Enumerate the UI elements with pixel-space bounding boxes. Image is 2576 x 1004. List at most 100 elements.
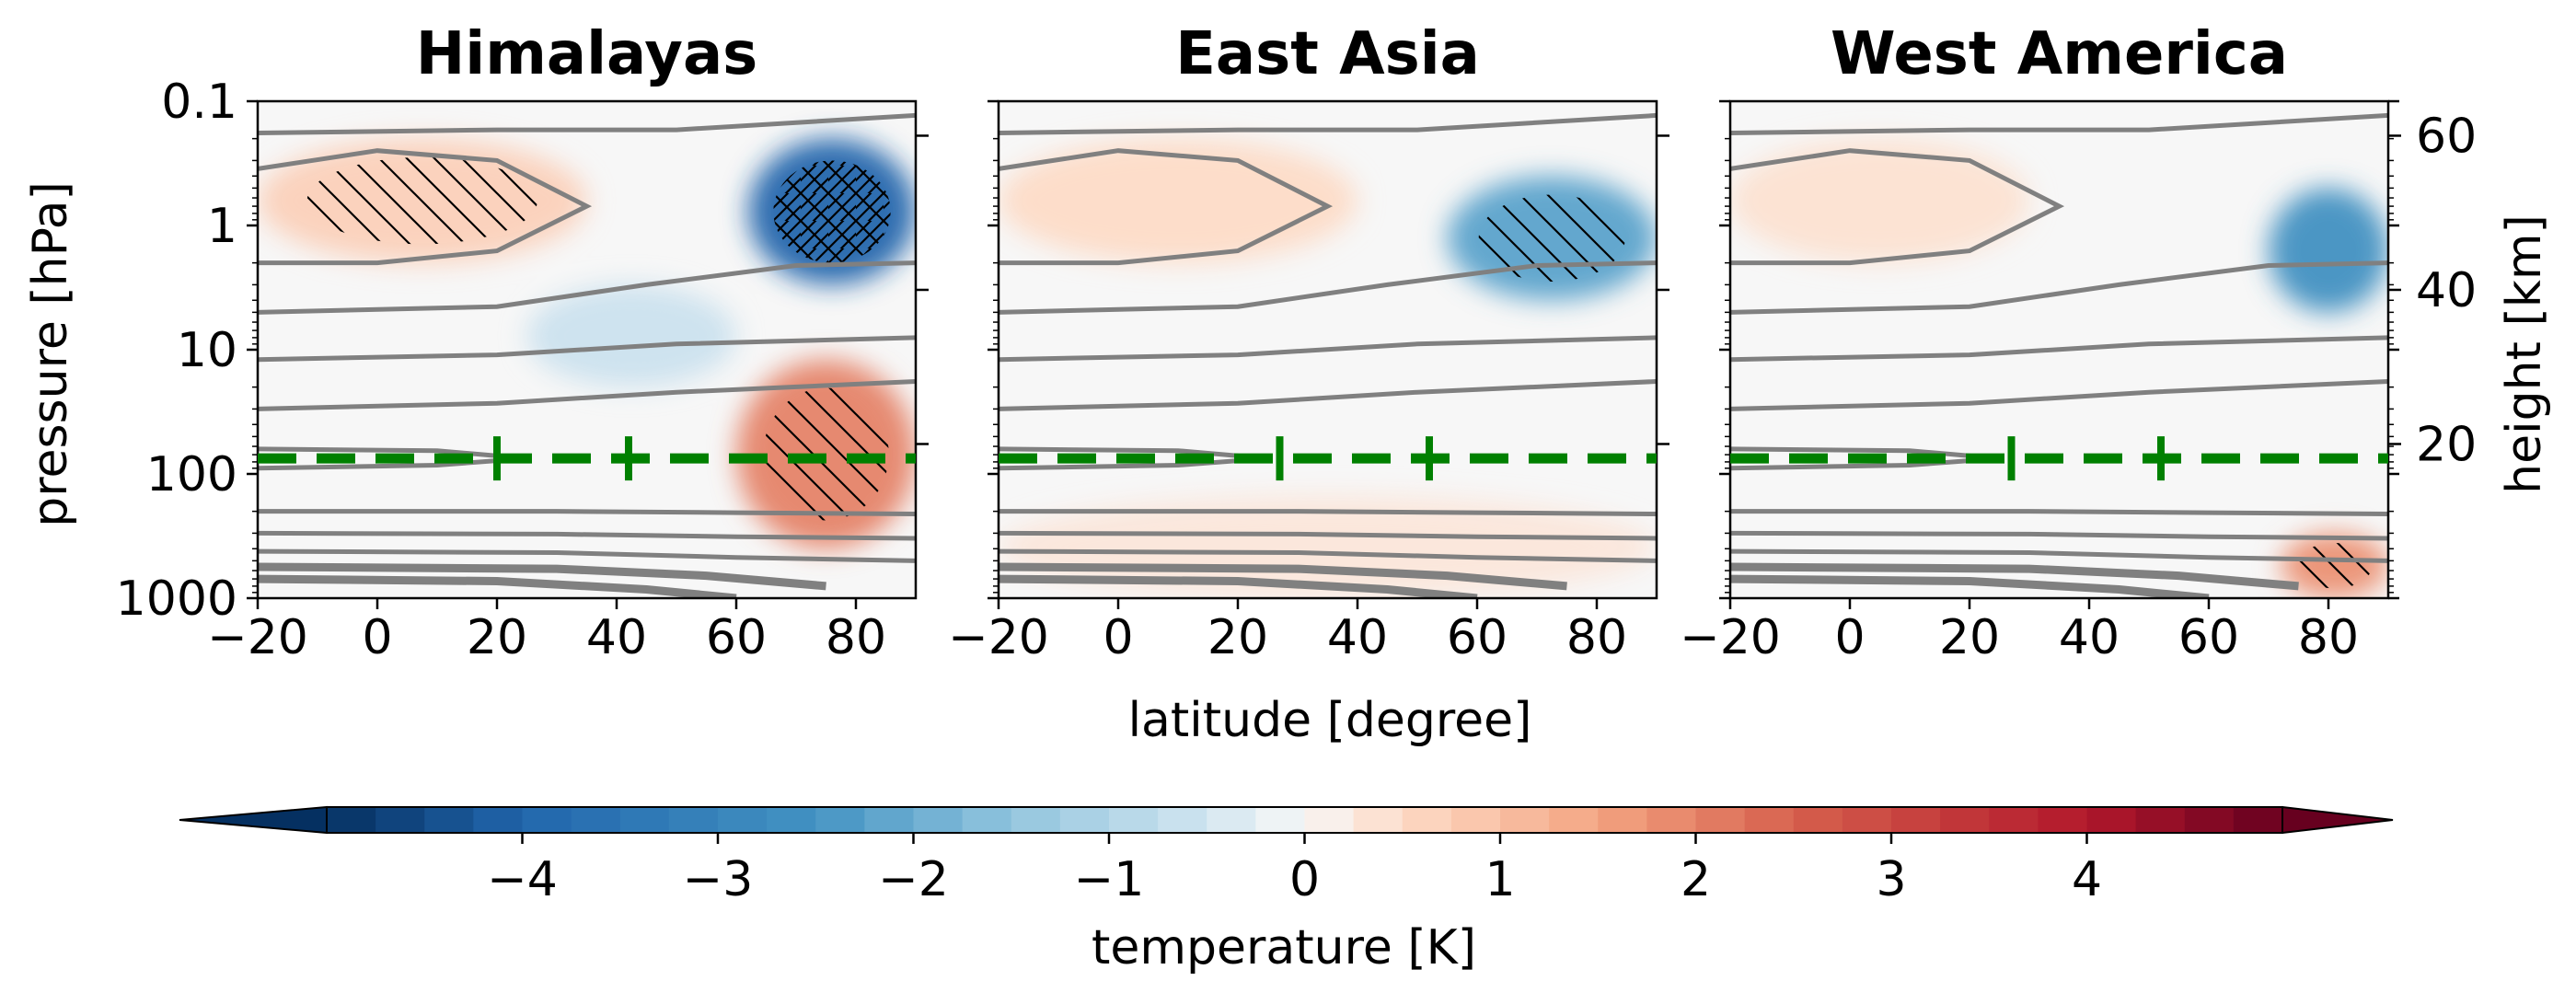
anomaly-blob bbox=[999, 138, 1357, 263]
colorbar-segment bbox=[375, 807, 425, 833]
colorbar-segment bbox=[1353, 807, 1404, 833]
x-tick-label: 0 bbox=[1834, 610, 1865, 665]
contour-line bbox=[258, 548, 916, 563]
colorbar-segment bbox=[1158, 807, 1207, 833]
colorbar-tick-label: 2 bbox=[1681, 852, 1711, 907]
contour-line bbox=[1730, 509, 2388, 516]
contour-line bbox=[1730, 335, 2388, 363]
x-tick-label: 20 bbox=[1207, 610, 1268, 665]
contour-line bbox=[1730, 148, 2065, 266]
contour-line bbox=[258, 574, 737, 598]
colorbar-segment bbox=[913, 807, 964, 833]
colorbar-tick-label: −1 bbox=[1074, 852, 1145, 907]
x-tick-label: 40 bbox=[2059, 610, 2120, 665]
colorbar-segment bbox=[815, 807, 865, 833]
colorbar-tick-label: 1 bbox=[1484, 852, 1515, 907]
contour-line bbox=[999, 335, 1657, 363]
colorbar-segment bbox=[1793, 807, 1843, 833]
colorbar-segment bbox=[1450, 807, 1501, 833]
y-axis-right-label: height [km] bbox=[2497, 214, 2552, 494]
colorbar-segment bbox=[2086, 807, 2137, 833]
contour-line bbox=[999, 509, 1657, 516]
panel-west-america: West America −20 0 20 40 60 80 60 40 20 bbox=[1680, 20, 2477, 665]
contour-line bbox=[1730, 530, 2388, 541]
anomaly-blob bbox=[999, 495, 1657, 598]
height-tick-label: 40 bbox=[2416, 263, 2477, 318]
x-tick-label: 60 bbox=[1447, 610, 1507, 665]
anomaly-blob bbox=[2269, 188, 2388, 313]
colorbar-segment bbox=[1842, 807, 1892, 833]
colorbar-segment bbox=[1940, 807, 1990, 833]
colorbar-tick-label: 3 bbox=[1876, 852, 1906, 907]
colorbar-segment bbox=[1059, 807, 1110, 833]
x-tick-label: 80 bbox=[2298, 610, 2359, 665]
panel-title: East Asia bbox=[1175, 20, 1480, 88]
contour-line bbox=[999, 548, 1657, 563]
significance-hatch bbox=[773, 160, 891, 263]
colorbar-tick-label: 4 bbox=[2072, 852, 2102, 907]
contour-line bbox=[999, 260, 1657, 315]
colorbar-tick-label: 0 bbox=[1289, 852, 1320, 907]
x-tick-label: 80 bbox=[1566, 610, 1627, 665]
colorbar-segment bbox=[1891, 807, 1941, 833]
panel-content bbox=[1730, 101, 2388, 598]
panel-title: Himalayas bbox=[416, 20, 758, 88]
panels: Himalayas −20 0 20 40 60 80 0.1 1 10 100 1000 East A… bbox=[116, 20, 2478, 665]
x-tick-label: −20 bbox=[1680, 610, 1781, 665]
contour-line bbox=[1730, 379, 2388, 411]
contour-line bbox=[258, 335, 916, 363]
y-tick-label: 100 bbox=[146, 447, 237, 502]
x-tick-label: 0 bbox=[1103, 610, 1133, 665]
significance-hatch bbox=[306, 156, 537, 245]
x-tick-label: 0 bbox=[362, 610, 392, 665]
x-axis-label: latitude [degree] bbox=[1128, 693, 1532, 748]
contour-lines bbox=[999, 112, 1657, 598]
colorbar-segment bbox=[1011, 807, 1061, 833]
colorbar-segment bbox=[668, 807, 719, 833]
contour-line bbox=[999, 148, 1334, 266]
colorbar-segment bbox=[1646, 807, 1697, 833]
colorbar-segment bbox=[327, 807, 376, 833]
colorbar-segment bbox=[2184, 807, 2235, 833]
y-tick-label: 1000 bbox=[116, 571, 237, 627]
height-tick-label: 20 bbox=[2416, 417, 2477, 472]
y-tick-label: 1 bbox=[207, 199, 237, 254]
colorbar-segment bbox=[962, 807, 1012, 833]
contour-line bbox=[999, 379, 1657, 411]
colorbar-segment bbox=[522, 807, 572, 833]
colorbar-label: temperature [K] bbox=[1092, 920, 1476, 975]
contour-line bbox=[1730, 260, 2388, 315]
contour-line bbox=[1730, 562, 2299, 591]
colorbar-segment bbox=[571, 807, 621, 833]
anomaly-field bbox=[999, 138, 1657, 598]
colorbar-segment bbox=[1989, 807, 2039, 833]
colorbar-segment bbox=[1304, 807, 1355, 833]
panel-content bbox=[258, 101, 916, 598]
colorbar-tick-label: −2 bbox=[878, 852, 949, 907]
contour-line bbox=[258, 260, 916, 315]
contour-lines bbox=[258, 112, 916, 598]
contour-line bbox=[258, 509, 916, 516]
colorbar-tick-label: −4 bbox=[487, 852, 558, 907]
colorbar-segment bbox=[1500, 807, 1550, 833]
colorbar-segment bbox=[2038, 807, 2088, 833]
x-tick-label: 40 bbox=[586, 610, 647, 665]
x-tick-label: 20 bbox=[467, 610, 527, 665]
contour-line bbox=[258, 530, 916, 541]
anomaly-blob bbox=[526, 284, 736, 387]
height-tick-label: 60 bbox=[2416, 109, 2477, 164]
contour-line bbox=[999, 562, 1567, 591]
contour-line bbox=[258, 148, 593, 266]
colorbar-extend-high bbox=[2281, 805, 2394, 835]
contour-line bbox=[258, 112, 916, 135]
panel-title: West America bbox=[1831, 20, 2288, 88]
contour-line bbox=[1730, 548, 2388, 563]
colorbar-segment bbox=[1744, 807, 1795, 833]
y-tick-label: 10 bbox=[177, 323, 237, 378]
contour-line bbox=[1730, 574, 2210, 598]
colorbar-segment bbox=[619, 807, 670, 833]
colorbar-segment bbox=[1207, 807, 1256, 833]
colorbar-segment bbox=[2233, 807, 2283, 833]
anomaly-blob bbox=[1730, 138, 2029, 263]
